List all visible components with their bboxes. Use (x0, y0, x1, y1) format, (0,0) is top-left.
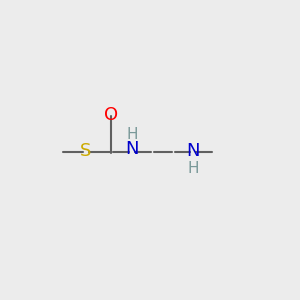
Text: S: S (80, 142, 91, 160)
Text: N: N (186, 142, 200, 160)
Text: H: H (187, 161, 199, 176)
Text: O: O (104, 106, 118, 124)
Text: H: H (126, 127, 138, 142)
Text: N: N (125, 140, 139, 158)
